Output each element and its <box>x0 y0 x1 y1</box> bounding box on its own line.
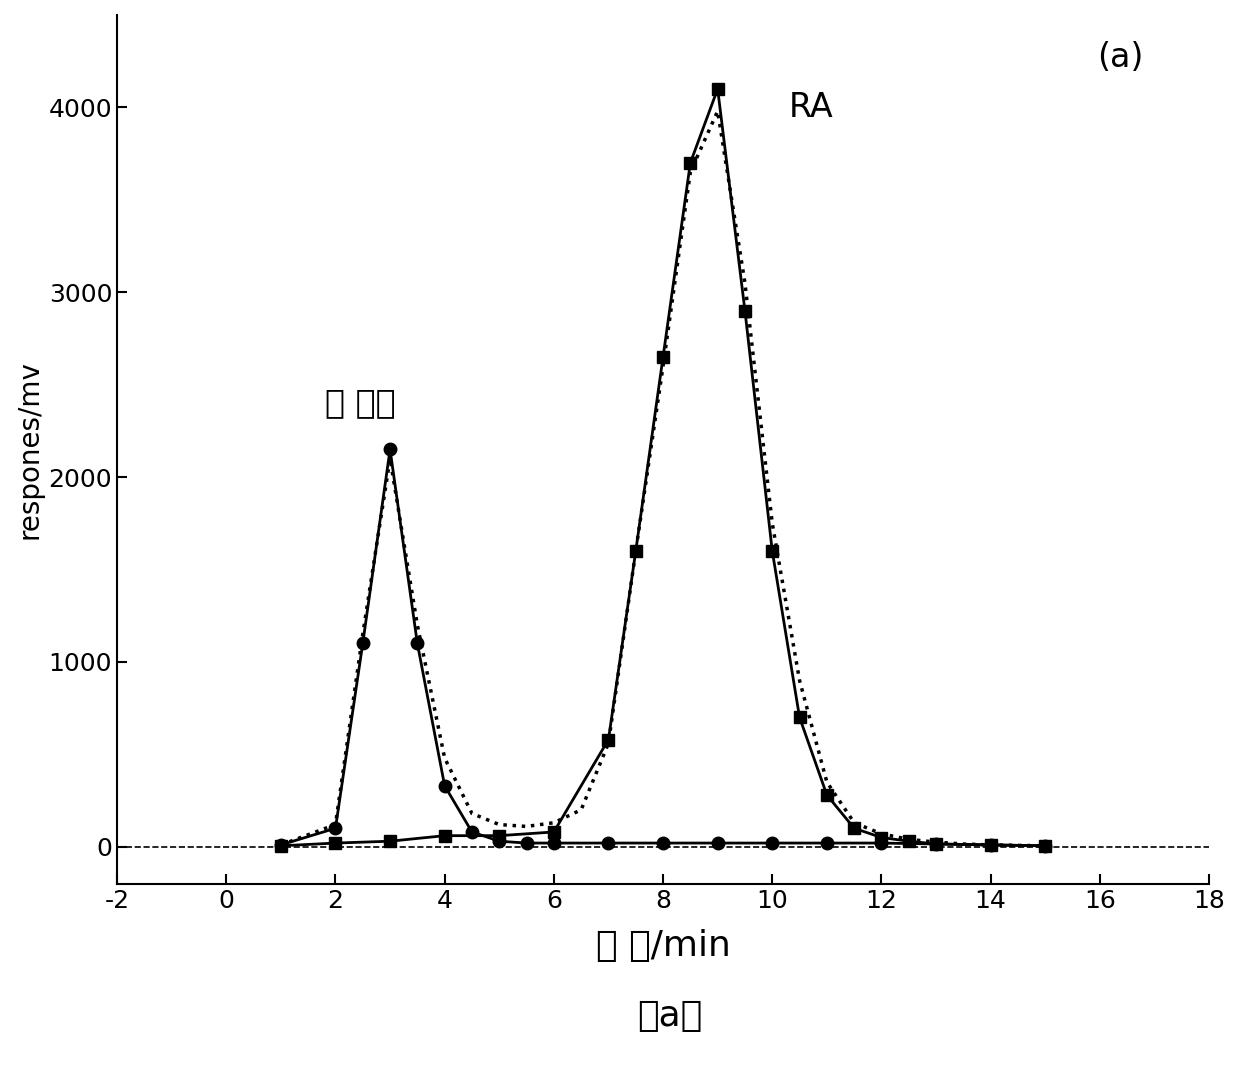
Text: 前 杂质: 前 杂质 <box>325 386 396 419</box>
Text: (a): (a) <box>1097 41 1143 74</box>
Y-axis label: respones/mv: respones/mv <box>15 360 43 539</box>
Text: （a）: （a） <box>637 999 702 1033</box>
Text: RA: RA <box>789 90 833 124</box>
X-axis label: 时 间/min: 时 间/min <box>595 929 730 963</box>
